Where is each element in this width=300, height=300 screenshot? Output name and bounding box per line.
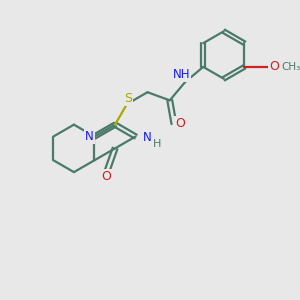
Text: N: N bbox=[142, 131, 151, 144]
Text: H: H bbox=[152, 139, 161, 149]
Text: S: S bbox=[124, 92, 132, 105]
Text: CH₃: CH₃ bbox=[281, 62, 300, 72]
Text: NH: NH bbox=[173, 68, 190, 81]
Text: O: O bbox=[101, 170, 111, 183]
Text: O: O bbox=[269, 60, 279, 74]
Text: O: O bbox=[175, 117, 185, 130]
Text: N: N bbox=[85, 130, 94, 143]
